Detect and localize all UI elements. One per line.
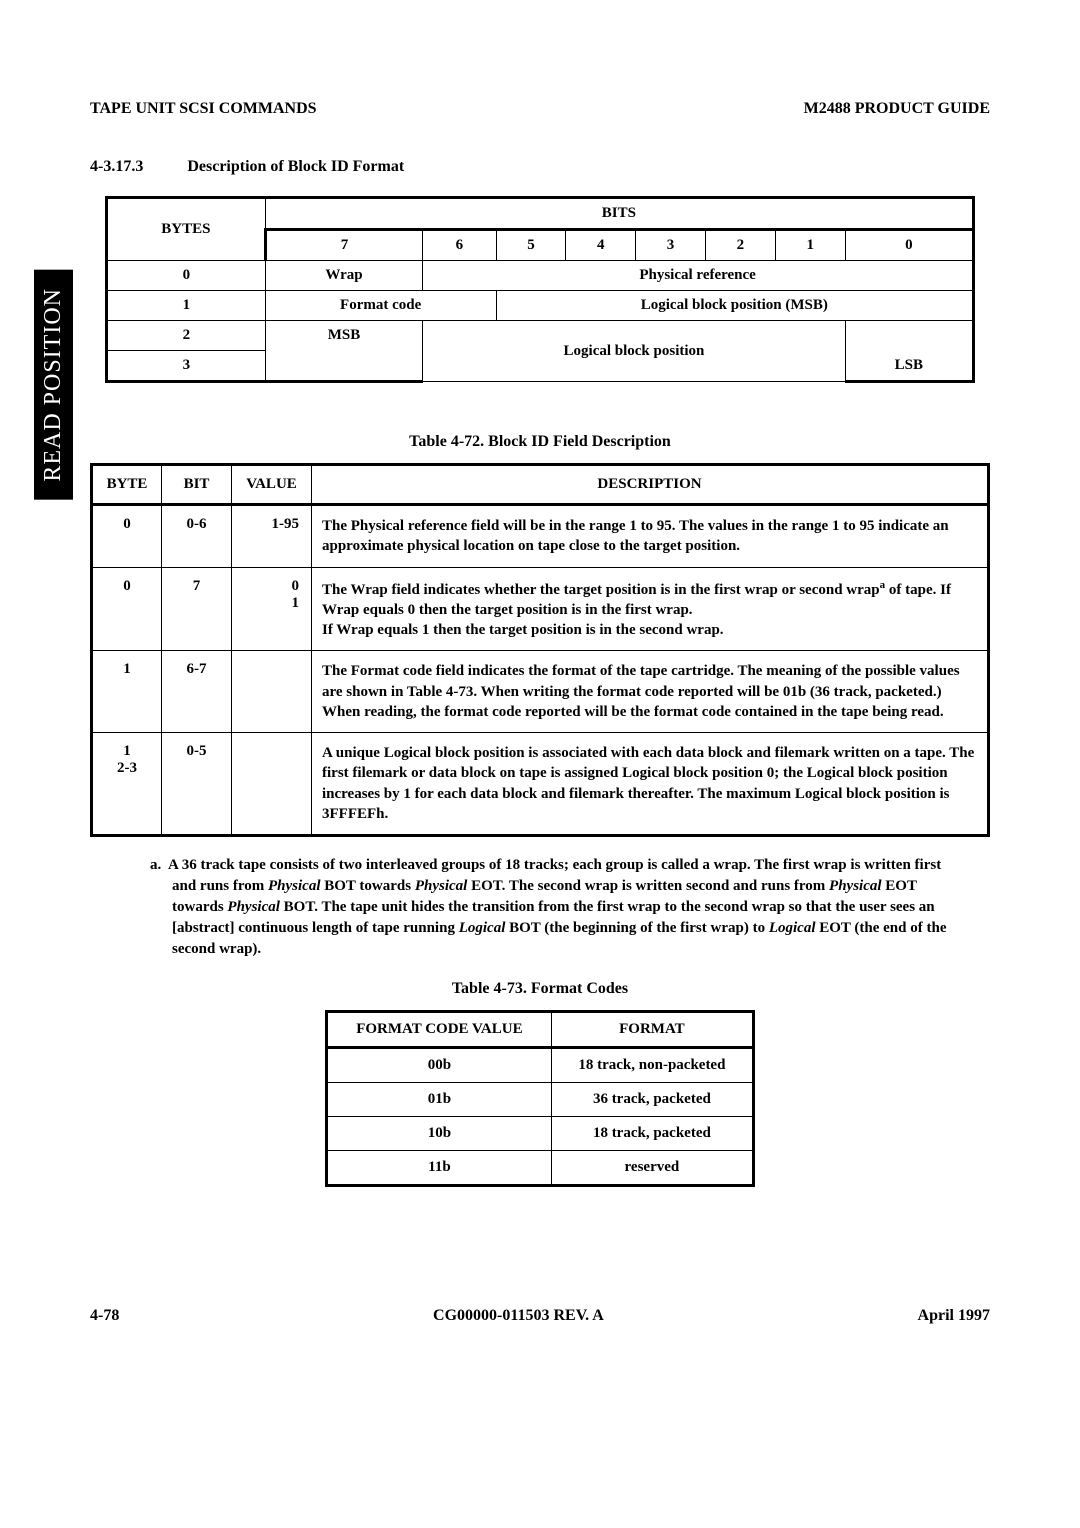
cell-byte: 0	[92, 567, 162, 651]
cell-description: The Physical reference field will be in …	[312, 505, 989, 568]
cell-value	[232, 651, 312, 733]
cell: 01b	[327, 1083, 552, 1117]
table-row: 01b 36 track, packeted	[327, 1083, 754, 1117]
cell: 11b	[327, 1151, 552, 1186]
header-left: TAPE UNIT SCSI COMMANDS	[90, 100, 317, 118]
bytes-header: BYTES	[107, 198, 266, 261]
col-bit: BIT	[162, 465, 232, 505]
page-header: TAPE UNIT SCSI COMMANDS M2488 PRODUCT GU…	[90, 100, 990, 118]
footer-right: April 1997	[918, 1307, 990, 1325]
footer-center: CG00000-011503 REV. A	[433, 1307, 604, 1325]
empty-cell	[845, 321, 973, 351]
table-row: 11b reserved	[327, 1151, 754, 1186]
bit-col-3: 3	[636, 230, 706, 261]
table-row: 2 MSB Logical block position	[107, 321, 974, 351]
cell: 36 track, packeted	[551, 1083, 753, 1117]
table-row: 10b 18 track, packeted	[327, 1117, 754, 1151]
cell-bit: 7	[162, 567, 232, 651]
bit-col-1: 1	[775, 230, 845, 261]
header-right: M2488 PRODUCT GUIDE	[804, 100, 990, 118]
section-number: 4-3.17.3	[90, 158, 143, 176]
cell-description: The Format code field indicates the form…	[312, 651, 989, 733]
byte-label: 1	[107, 291, 266, 321]
table-row: 0 Wrap Physical reference	[107, 261, 974, 291]
cell-description: The Wrap field indicates whether the tar…	[312, 567, 989, 651]
bit-col-4: 4	[566, 230, 636, 261]
cell: 18 track, non-packeted	[551, 1048, 753, 1083]
cell-byte: 12-3	[92, 733, 162, 836]
footnote-a: a. A 36 track tape consists of two inter…	[150, 855, 950, 960]
table-row: 1 Format code Logical block position (MS…	[107, 291, 974, 321]
table-row: 12-3 0-5 A unique Logical block position…	[92, 733, 989, 836]
logical-block-position-msb-cell: Logical block position (MSB)	[496, 291, 973, 321]
cell: reserved	[551, 1151, 753, 1186]
side-tab: READ POSITION	[34, 270, 73, 500]
col-description: DESCRIPTION	[312, 465, 989, 505]
cell-value: 01	[232, 567, 312, 651]
table-row: 1 6-7 The Format code field indicates th…	[92, 651, 989, 733]
table-473-caption: Table 4-73. Format Codes	[90, 980, 990, 998]
byte-label: 0	[107, 261, 266, 291]
block-id-format-table: BYTES BITS 7 6 5 4 3 2 1 0 0 Wrap Physic…	[105, 196, 975, 383]
bit-col-0: 0	[845, 230, 973, 261]
byte-label: 2	[107, 321, 266, 351]
col-byte: BYTE	[92, 465, 162, 505]
cell-value	[232, 733, 312, 836]
table-row: 00b 18 track, non-packeted	[327, 1048, 754, 1083]
page: READ POSITION TAPE UNIT SCSI COMMANDS M2…	[0, 0, 1080, 1385]
byte-label: 3	[107, 351, 266, 382]
bit-col-5: 5	[496, 230, 566, 261]
empty-cell	[265, 351, 422, 382]
block-id-field-description-table: BYTE BIT VALUE DESCRIPTION 0 0-6 1-95 Th…	[90, 463, 990, 837]
bit-col-6: 6	[423, 230, 496, 261]
wrap-cell: Wrap	[265, 261, 422, 291]
bit-col-2: 2	[705, 230, 775, 261]
cell-description: A unique Logical block position is assoc…	[312, 733, 989, 836]
col-format: FORMAT	[551, 1012, 753, 1048]
cell: 00b	[327, 1048, 552, 1083]
table-row: 0 7 01 The Wrap field indicates whether …	[92, 567, 989, 651]
cell-byte: 1	[92, 651, 162, 733]
table-row: 0 0-6 1-95 The Physical reference field …	[92, 505, 989, 568]
cell: 18 track, packeted	[551, 1117, 753, 1151]
cell-value: 1-95	[232, 505, 312, 568]
bit-col-7: 7	[265, 230, 422, 261]
page-footer: 4-78 CG00000-011503 REV. A April 1997	[90, 1307, 990, 1325]
format-codes-table: FORMAT CODE VALUE FORMAT 00b 18 track, n…	[325, 1010, 755, 1187]
footer-left: 4-78	[90, 1307, 119, 1325]
lsb-cell: LSB	[845, 351, 973, 382]
section-heading: 4-3.17.3 Description of Block ID Format	[90, 158, 990, 176]
logical-block-position-cell: Logical block position	[423, 321, 846, 382]
cell-bit: 0-5	[162, 733, 232, 836]
footnote-marker: a.	[150, 857, 161, 873]
footnote-text: A 36 track tape consists of two interlea…	[168, 857, 947, 957]
col-value: VALUE	[232, 465, 312, 505]
section-title-text: Description of Block ID Format	[187, 158, 404, 175]
msb-cell: MSB	[265, 321, 422, 351]
table-472-caption: Table 4-72. Block ID Field Description	[90, 433, 990, 451]
bits-header: BITS	[265, 198, 973, 230]
cell: 10b	[327, 1117, 552, 1151]
physical-reference-cell: Physical reference	[423, 261, 974, 291]
col-format-code-value: FORMAT CODE VALUE	[327, 1012, 552, 1048]
cell-bit: 0-6	[162, 505, 232, 568]
cell-bit: 6-7	[162, 651, 232, 733]
format-code-cell: Format code	[265, 291, 496, 321]
cell-byte: 0	[92, 505, 162, 568]
